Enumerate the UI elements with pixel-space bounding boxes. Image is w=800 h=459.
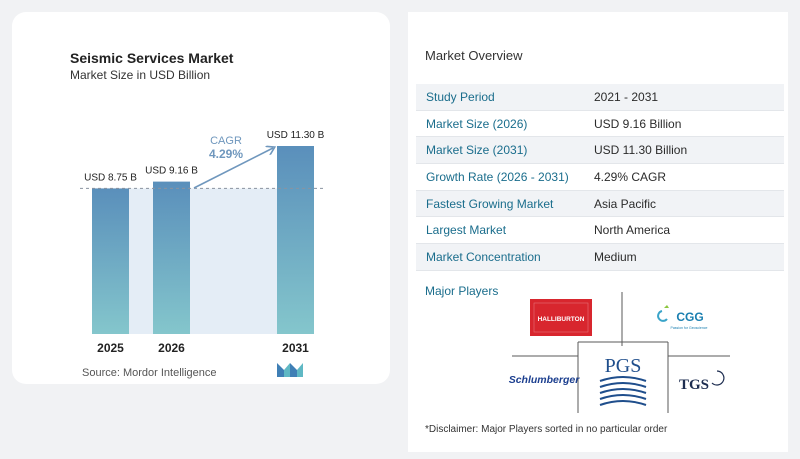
svg-text:HALLIBURTON: HALLIBURTON bbox=[538, 316, 585, 323]
svg-text:Schlumberger: Schlumberger bbox=[509, 374, 581, 386]
mordor-intelligence-logo-icon bbox=[277, 363, 303, 377]
bar-2031 bbox=[277, 146, 314, 334]
cagr-value: 4.29% bbox=[209, 147, 243, 161]
svg-text:PGS: PGS bbox=[605, 355, 642, 377]
svg-text:CGG: CGG bbox=[676, 310, 703, 324]
disclaimer-text: *Disclaimer: Major Players sorted in no … bbox=[425, 424, 668, 435]
overview-row-value: North America bbox=[594, 223, 671, 238]
cagr-arrow bbox=[193, 148, 273, 189]
cagr-label: CAGR bbox=[210, 135, 242, 147]
pgs-logo: PGS bbox=[590, 346, 656, 412]
chart-subtitle: Market Size in USD Billion bbox=[70, 68, 211, 82]
overview-row-label: Largest Market bbox=[426, 223, 507, 238]
halliburton-logo: HALLIBURTON bbox=[530, 299, 592, 336]
bar-chart: USD 8.75 B 2025 USD 9.16 B 2026 USD 11.30 B 2… bbox=[80, 130, 326, 355]
overview-title: Market Overview bbox=[425, 48, 523, 63]
data-label-2031: USD 11.30 B bbox=[267, 130, 325, 141]
overview-row-value: 2021 - 2031 bbox=[594, 89, 659, 104]
overview-row: Market Size (2026) USD 9.16 Billion bbox=[416, 111, 784, 138]
overview-row-value: Medium bbox=[594, 249, 637, 264]
overview-row-value: 4.29% CAGR bbox=[594, 169, 667, 184]
overview-row-label: Market Size (2031) bbox=[426, 143, 528, 158]
x-tick-2025: 2025 bbox=[97, 341, 124, 355]
overview-row: Fastest Growing Market Asia Pacific bbox=[416, 190, 784, 218]
major-players-title: Major Players bbox=[425, 284, 499, 298]
overview-row: Market Concentration Medium bbox=[416, 244, 784, 271]
overview-row-label: Growth Rate (2026 - 2031) bbox=[426, 169, 569, 184]
overview-row-label: Study Period bbox=[426, 89, 495, 104]
bar-2025 bbox=[92, 188, 129, 334]
overview-row-value: USD 9.16 Billion bbox=[594, 116, 682, 131]
overview-row-value: USD 11.30 Billion bbox=[594, 143, 688, 158]
overview-row-label: Fastest Growing Market bbox=[426, 196, 554, 211]
svg-text:TGS: TGS bbox=[679, 377, 709, 393]
x-tick-2031: 2031 bbox=[282, 341, 309, 355]
chart-title: Seismic Services Market bbox=[70, 50, 234, 66]
bar-2026 bbox=[153, 181, 190, 334]
overview-row: Study Period 2021 - 2031 bbox=[416, 84, 784, 111]
data-label-2025: USD 8.75 B bbox=[84, 172, 137, 183]
overview-row: Market Size (2031) USD 11.30 Billion bbox=[416, 137, 784, 165]
data-label-2026: USD 9.16 B bbox=[145, 166, 198, 177]
overview-row-value: Asia Pacific bbox=[594, 196, 657, 211]
source-text: Source: Mordor Intelligence bbox=[82, 367, 217, 379]
x-tick-2026: 2026 bbox=[158, 341, 185, 355]
overview-row-label: Market Concentration bbox=[426, 249, 541, 264]
tgs-logo: TGS bbox=[679, 370, 725, 393]
svg-text:Passion for Geoscience: Passion for Geoscience bbox=[671, 326, 708, 330]
overview-row-label: Market Size (2026) bbox=[426, 116, 528, 131]
overview-table: Study Period 2021 - 2031 Market Size (2026… bbox=[416, 84, 784, 271]
overview-row: Largest Market North America bbox=[416, 217, 784, 245]
schlumberger-logo: Schlumberger bbox=[509, 374, 581, 386]
cgg-logo: CGG Passion for Geoscience bbox=[657, 305, 708, 330]
overview-row: Growth Rate (2026 - 2031) 4.29% CAGR bbox=[416, 164, 784, 191]
